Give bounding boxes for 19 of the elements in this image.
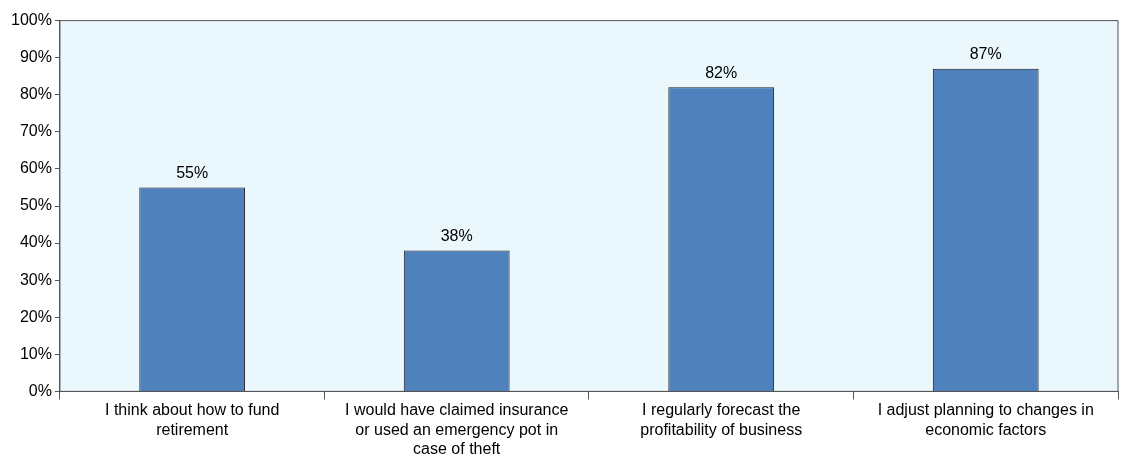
data-label: 82%: [705, 63, 738, 81]
data-label: 38%: [440, 226, 473, 244]
y-tick-label: 70%: [19, 122, 52, 140]
y-tick-label: 40%: [19, 233, 52, 251]
y-tick-label: 10%: [19, 344, 52, 362]
x-tick-label: I would have claimed insurance or used an emergency pot in case of theft: [345, 401, 569, 457]
data-label: 55%: [176, 163, 209, 181]
x-tick-label: I think about how to fund retirement: [105, 401, 280, 438]
y-tick-label: 60%: [19, 159, 52, 177]
x-tick-label: I regularly forecast the profitability of business: [640, 401, 803, 438]
y-tick-label: 30%: [19, 270, 52, 288]
y-tick-label: 80%: [19, 85, 52, 103]
x-tick-label: I adjust planning to changes in economic factors: [877, 401, 1094, 438]
y-tick-label: 90%: [19, 48, 52, 66]
y-tick-label: 100%: [11, 11, 52, 29]
y-tick-label: 20%: [19, 307, 52, 325]
y-tick-label: 0%: [28, 381, 52, 399]
y-tick-label: 50%: [19, 196, 52, 214]
data-label: 87%: [969, 45, 1002, 63]
